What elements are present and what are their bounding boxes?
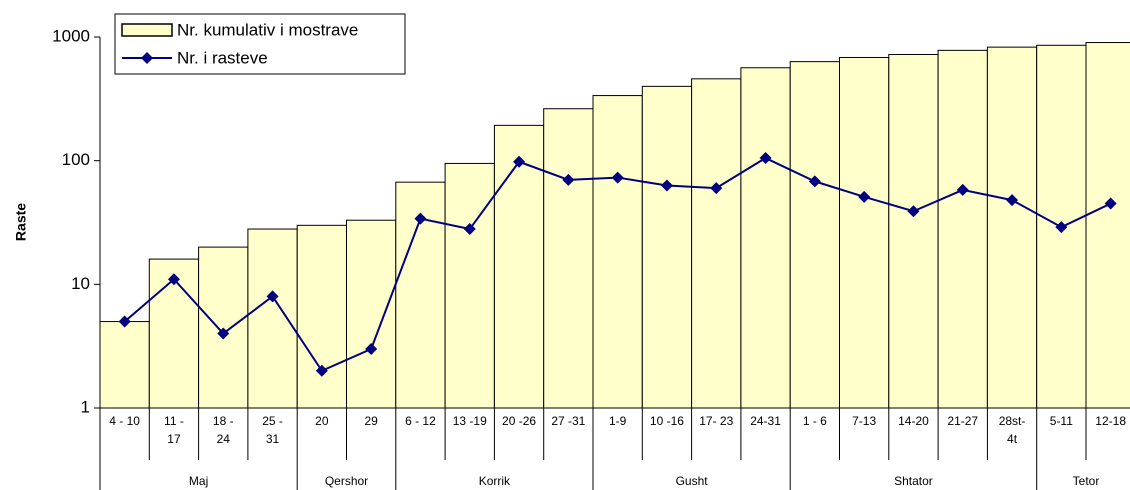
x-tick-label: 28st-4t <box>998 414 1026 446</box>
bar <box>740 67 791 409</box>
x-tick-cell: 21-27 <box>947 414 979 428</box>
x-tick-cell: 5-11 <box>1049 414 1073 428</box>
group-label: Qershor <box>325 474 368 488</box>
marker <box>562 173 575 186</box>
marker <box>365 342 378 355</box>
x-tick-cell: 25 - 31 <box>262 414 283 446</box>
y-tick-label: 10 <box>71 274 90 293</box>
y-tick-label: 100 <box>62 150 90 169</box>
x-tick-cell: 4 - 10 <box>109 414 140 428</box>
legend-swatch <box>121 23 173 37</box>
x-tick-cell: 28st-4t <box>998 414 1026 446</box>
marker <box>660 179 673 192</box>
bar <box>641 85 693 409</box>
group-label: Tetor <box>1073 474 1100 488</box>
x-tick-label: 6 - 12 <box>405 414 436 428</box>
group-label: Maj <box>189 474 208 488</box>
x-tick-label: 13 -19 <box>452 414 487 428</box>
legend-marker <box>141 52 153 64</box>
y-axis-label: Raste <box>13 203 29 241</box>
x-tick-cell: 27 -31 <box>551 414 586 428</box>
marker <box>611 171 624 184</box>
bar <box>888 53 939 409</box>
x-tick-label: 20 <box>315 414 329 428</box>
marker <box>463 223 476 236</box>
bar <box>346 219 397 409</box>
marker <box>956 183 969 196</box>
x-tick-label: 27 -31 <box>551 414 586 428</box>
legend-label: Nr. i rasteve <box>177 48 268 67</box>
x-tick-label: 21-27 <box>947 414 979 428</box>
marker <box>1104 197 1117 210</box>
bar <box>543 108 594 409</box>
group-label: Gusht <box>676 474 709 488</box>
x-tick-label: 12-18 <box>1095 414 1126 428</box>
y-tick-label: 1 <box>81 397 90 416</box>
x-tick-cell: 14-20 <box>898 414 929 428</box>
bar <box>592 95 643 409</box>
x-tick-label: 4 - 10 <box>109 414 140 428</box>
x-tick-cell: 20 -26 <box>502 414 537 428</box>
x-tick-label: 20 -26 <box>502 414 537 428</box>
x-tick-cell: 18 - 24 <box>212 414 234 446</box>
x-tick-label: 5-11 <box>1049 414 1073 428</box>
x-tick-label: 24-31 <box>750 414 781 428</box>
bar <box>247 228 298 409</box>
marker <box>1055 221 1068 234</box>
marker <box>167 273 180 286</box>
bar <box>789 61 841 409</box>
bar <box>1085 42 1130 409</box>
x-tick-cell: 12-18 <box>1095 414 1126 428</box>
marker <box>710 182 723 195</box>
x-tick-label: 18 - 24 <box>212 414 234 446</box>
bar <box>937 49 988 409</box>
marker <box>513 155 526 168</box>
x-tick-cell: 24-31 <box>750 414 781 428</box>
marker <box>315 364 328 377</box>
x-tick-label: 11 - 17 <box>164 414 184 446</box>
marker <box>217 327 230 340</box>
x-tick-cell: 20 <box>315 414 329 428</box>
x-tick-label: 17- 23 <box>699 414 734 428</box>
bar <box>493 124 545 409</box>
x-tick-cell: 11 - 17 <box>164 414 184 446</box>
x-tick-cell: 10 -16 <box>649 414 684 428</box>
marker <box>858 190 871 203</box>
group-label: Korrik <box>479 474 511 488</box>
marker <box>118 315 131 328</box>
x-tick-cell: 7-13 <box>852 414 877 428</box>
x-tick-label: 29 <box>364 414 378 428</box>
bar <box>691 78 742 409</box>
x-tick-cell: 1 - 6 <box>802 414 827 428</box>
marker <box>1006 194 1019 207</box>
x-tick-cell: 17- 23 <box>699 414 734 428</box>
bar <box>839 56 890 409</box>
marker <box>808 175 821 188</box>
x-tick-cell: 13 -19 <box>452 414 487 428</box>
x-tick-label: 1 - 6 <box>802 414 827 428</box>
bar <box>99 321 150 409</box>
x-tick-label: 10 -16 <box>649 414 684 428</box>
x-tick-label: 14-20 <box>898 414 929 428</box>
x-tick-cell: 1-9 <box>608 414 627 428</box>
marker <box>907 205 920 218</box>
marker <box>414 212 427 225</box>
bar <box>444 162 495 409</box>
marker <box>266 290 279 303</box>
x-tick-label: 7-13 <box>852 414 877 428</box>
x-tick-cell: 29 <box>364 414 378 428</box>
legend-label: Nr. kumulativ i mostrave <box>177 20 358 39</box>
x-tick-cell: 6 - 12 <box>405 414 436 428</box>
x-tick-label: 25 - 31 <box>262 414 283 446</box>
y-tick-label: 1000 <box>52 26 90 45</box>
x-tick-label: 1-9 <box>608 414 627 428</box>
bar <box>296 224 348 409</box>
group-label: Shtator <box>894 474 933 488</box>
marker <box>759 152 772 165</box>
bar <box>986 46 1038 409</box>
